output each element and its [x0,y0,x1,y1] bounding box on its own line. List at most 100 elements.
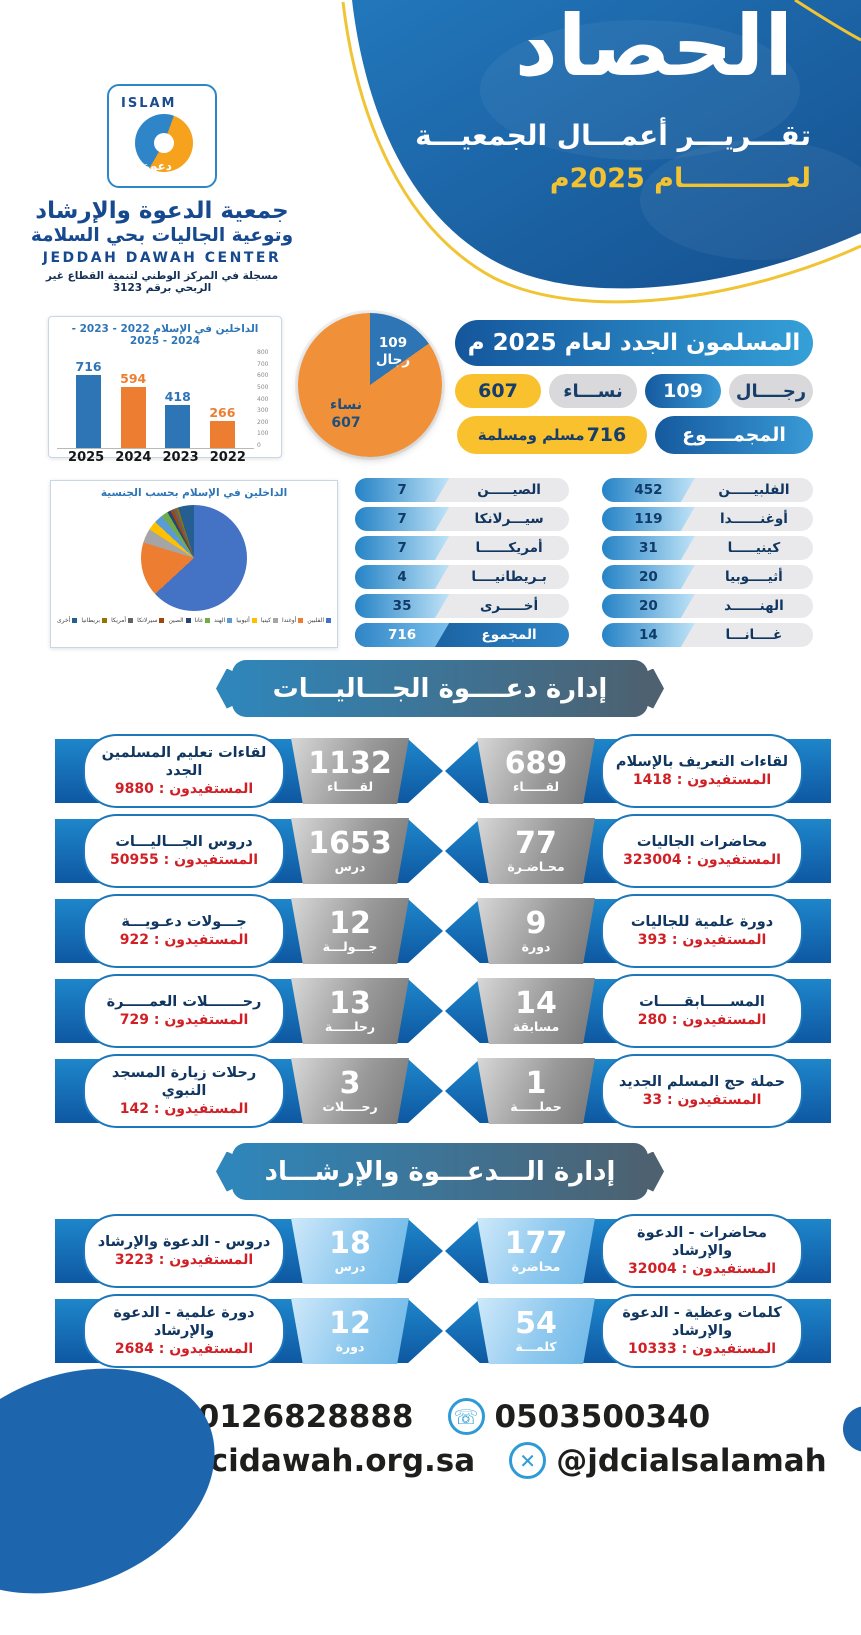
number-badge: 14 مسابقة [477,978,595,1044]
number-badge: 9 دورة [477,898,595,964]
number-badge: 177 محاضرة [477,1218,595,1284]
nationality-count: 452 [602,478,695,502]
total-count-pill: 716 مسلم ومسلمة [457,416,647,454]
new-muslims-gender-row: رجــــال 109 نســـاء 607 [455,374,813,408]
dawah-center-logo: ISLAM دعوة [107,84,217,188]
legend-item: أمريكا [111,617,134,624]
men-count-pill: 109 [645,374,721,408]
stat-label-card: محاضرات - الدعوة والإرشاد المستفيدون : 3… [601,1214,803,1288]
logo-islam-text: ISLAM [121,96,177,111]
nationality-name: غــــانـــا [725,627,783,643]
number-badge: 3 رحــــلات [291,1058,409,1124]
nationality-count: 7 [355,507,450,531]
whatsapp-icon: ☏ [447,1398,485,1435]
stat-card-islam-intro-meetings: 689 لقـــــاء لقاءات التعريف بالإسلام الم… [445,733,831,809]
bar: 594 [120,371,146,448]
total-label-pill: المجمــــوع [655,416,813,454]
stat-card-competitions: 14 مسابقة المســـــابقـــــات المستفيدون … [445,973,831,1049]
legend-item: كينيا [261,617,278,624]
stat-label-card: رحـــــــلات العمـــــرة المستفيدون : 72… [83,974,285,1048]
nationality-count: 4 [355,565,450,589]
number-badge: 689 لقـــــاء [477,738,595,804]
x-twitter-icon: ✕ [509,1442,547,1479]
stat-card-prophet-mosque-visits: 3 رحــــلات رحلات زيارة المسجد النبوي الم… [55,1053,443,1129]
men-slice-label: 109 رجال [375,335,411,368]
nationality-name: بـريطانيــــا [471,569,547,585]
section-title-communities-dawah: إدارة دعــــوة الجـــاليـــات [232,660,648,717]
section-title-dawah-guidance: إدارة الـــدعـــوة والإرشـــاد [232,1143,648,1200]
stat-card-new-muslim-hajj-campaign: 1 حملـــــة حملة حج المسلم الجديد المستفي… [445,1053,831,1129]
legend-item: سيرلانكا [137,617,165,624]
beneficiaries-count: المستفيدون : 280 [637,1012,767,1029]
nationality-name: كينيـــــا [727,540,781,556]
org-name-arabic: جمعية الدعوة والإرشاد [35,198,289,224]
nationality-count: 35 [355,594,450,618]
stat-card-new-muslims-education-meetings: 1132 لقـــــاء لقاءات تعليم المسلمين الجد… [55,733,443,809]
bar-x-label: 2022 [209,450,246,465]
beneficiaries-count: المستفيدون : 50955 [110,852,258,869]
nationality-list-middle: 7 الصيـــــن 7 سيـــرلانكا 7 أمريكــــــ… [355,478,569,652]
logo-dawah-text: دعوة [143,159,172,173]
nationality-count: 20 [602,594,695,618]
bar-chart-bars: 716 594 418 266 [57,349,254,449]
bar-chart-plot: 716 594 418 266 800 700 600 500 400 300 200 100 0 [57,349,273,449]
nationality-count: 716 [355,623,450,647]
nationality-name: أخـــــرى [479,598,539,614]
phone-number: 0126828888 [197,1398,414,1435]
beneficiaries-count: المستفيدون : 323004 [623,852,781,869]
nationality-list-right: 452 الفلبيـــــن 119 أوغنــــــدا 31 كين… [602,478,813,652]
brand-block: ISLAM دعوة جمعية الدعوة والإرشاد وتوعية … [30,84,294,294]
nationality-name: أثيــــوبيا [725,569,783,585]
beneficiaries-count: المستفيدون : 729 [119,1012,249,1029]
stat-card-guidance-lectures: 177 محاضرة محاضرات - الدعوة والإرشاد المس… [445,1213,831,1289]
beneficiaries-count: المستفيدون : 3223 [114,1252,254,1269]
legend-item: أخرى [57,617,78,624]
gender-pie-circle [298,313,442,457]
legend-item: الصين [168,617,191,624]
nat-row-others: 35 أخـــــرى [355,594,569,618]
nat-row-china: 7 الصيـــــن [355,478,569,502]
stat-label-card: دورة علمية للجاليات المستفيدون : 393 [601,894,803,968]
number-badge: 1 حملـــــة [477,1058,595,1124]
org-name-arabic-2: وتوعية الجاليات بحي السلامة [30,225,294,246]
number-badge: 77 محـاضـرة [477,818,595,884]
nat-row-total: 716 المجموع [355,623,569,647]
stat-card-guidance-lessons: 18 درس دروس - الدعوة والإرشاد المستفيدون … [55,1213,443,1289]
nationality-name: أمريكــــــا [475,540,543,556]
new-muslims-header: المسلمون الجدد لعام 2025 م [455,320,813,366]
nat-row-ethiopia: 20 أثيــــوبيا [602,565,813,589]
stat-label-card: لقاءات التعريف بالإسلام المستفيدون : 141… [601,734,803,808]
nationality-pie-legend: الفلبين أوغندا كينيا أثيوبيا الهند غانا الصين س… [57,617,332,624]
nationality-name: أوغنــــــدا [719,511,788,527]
number-badge: 13 رحلـــــة [291,978,409,1044]
nationality-name: المجموع [481,627,537,643]
nationality-name: الفلبيـــــن [718,482,790,498]
stat-label-card: دروس - الدعوة والإرشاد المستفيدون : 3223 [83,1214,285,1288]
stat-label-card: رحلات زيارة المسجد النبوي المستفيدون : 1… [83,1054,285,1128]
stat-card-communities-science-courses: 9 دورة دورة علمية للجاليات المستفيدون : 3… [445,893,831,969]
number-badge: 1653 درس [291,818,409,884]
report-year: لعـــــــــــام 2025م [549,163,811,194]
bar: 418 [165,389,191,448]
beneficiaries-count: المستفيدون : 142 [119,1100,249,1117]
bar-x-label: 2023 [162,450,199,465]
stat-label-card: دورة علمية - الدعوة والإرشاد المستفيدون … [83,1294,285,1368]
nat-row-uganda: 119 أوغنــــــدا [602,507,813,531]
x-handle: @jdcialsalamah [556,1442,827,1479]
stat-card-dawah-tours: 12 جـــولـــة جـــولات دعـويـــة المستفيد… [55,893,443,969]
infographic-poster: الحصاد تقـــريـــر أعمـــال الجمعيـــة ل… [0,0,861,1496]
beneficiaries-count: المستفيدون : 10333 [628,1340,776,1357]
nationality-count: 7 [355,478,450,502]
beneficiaries-count: المستفيدون : 1418 [632,772,772,789]
bar: 266 [209,405,235,448]
bar-chart-yaxis: 800 700 600 500 400 300 200 100 0 [257,349,269,449]
bar-x-label: 2024 [115,450,152,465]
stat-card-communities-lectures: 77 محـاضـرة محاضرات الجاليات المستفيدون :… [445,813,831,889]
stat-card-guidance-science-courses: 12 دورة دورة علمية - الدعوة والإرشاد المس… [55,1293,443,1369]
nationality-count: 14 [602,623,695,647]
number-badge: 12 جـــولـــة [291,898,409,964]
nationality-count: 20 [602,565,695,589]
beneficiaries-count: المستفيدون : 2684 [114,1340,254,1357]
stat-label-card: دروس الجـــاليـــات المستفيدون : 50955 [83,814,285,888]
gender-pie-chart: 109 رجال نساء 607 [290,313,442,465]
